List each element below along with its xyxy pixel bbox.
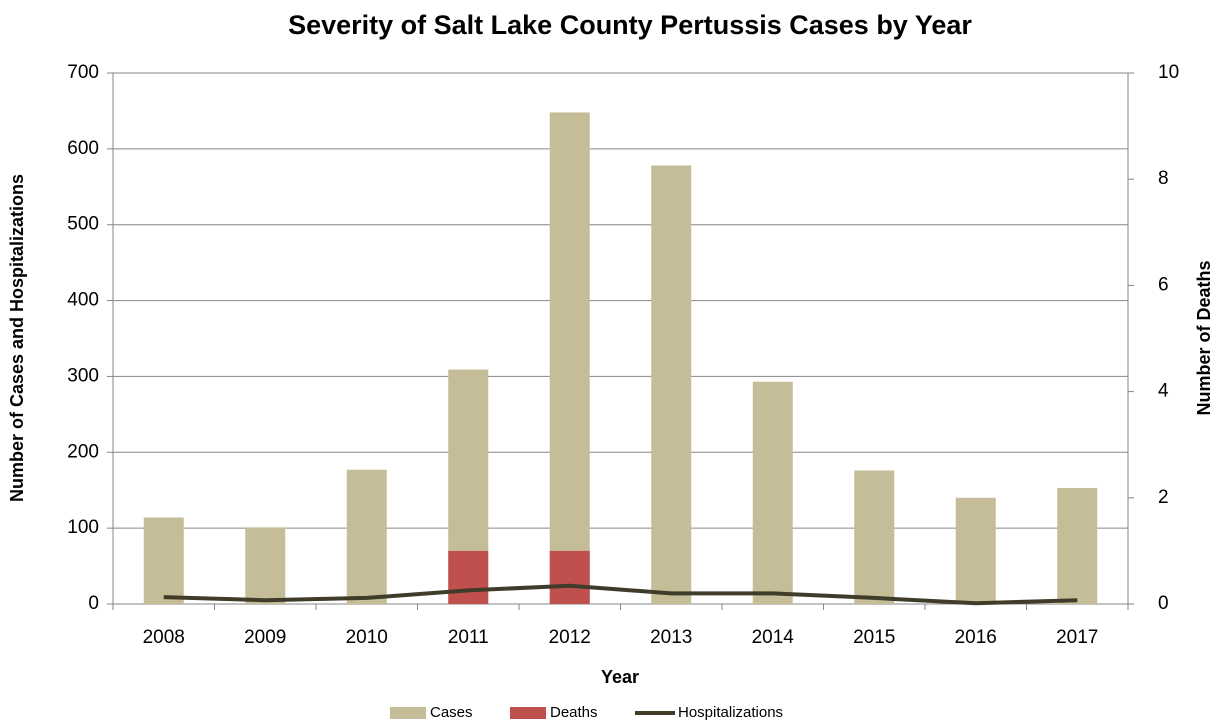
y2-axis-title: Number of Deaths <box>1194 260 1214 415</box>
y2-tick-label: 6 <box>1158 274 1169 295</box>
y-tick-label: 500 <box>67 214 99 235</box>
legend-label: Deaths <box>550 704 598 721</box>
bar <box>346 469 387 604</box>
legend-label: Cases <box>430 704 473 721</box>
y2-tick-label: 4 <box>1158 381 1169 402</box>
y-tick-label: 400 <box>67 290 99 311</box>
y2-tick-label: 10 <box>1158 62 1179 83</box>
line <box>163 583 1078 606</box>
x-tick-label: 2016 <box>955 627 997 648</box>
legend-label: Hospitalizations <box>678 704 783 721</box>
x-tick-label: 2009 <box>244 627 286 648</box>
y-tick-label: 100 <box>67 517 99 538</box>
bar <box>549 112 590 605</box>
x-tick-label: 2013 <box>650 627 692 648</box>
bar <box>245 527 286 604</box>
x-tick-label: 2014 <box>752 627 795 648</box>
y2-tick-label: 0 <box>1158 593 1169 614</box>
bar <box>448 550 489 604</box>
x-tick-label: 2011 <box>448 627 489 648</box>
y-tick-label: 700 <box>67 62 99 83</box>
bar <box>854 470 895 604</box>
x-tick-label: 2010 <box>346 627 388 648</box>
x-tick-label: 2012 <box>549 627 591 648</box>
y2-tick-label: 2 <box>1158 487 1169 508</box>
y-axis-title: Number of Cases and Hospitalizations <box>7 174 27 502</box>
y-tick-label: 200 <box>67 441 99 462</box>
x-axis-title: Year <box>601 667 639 687</box>
bar <box>143 517 184 604</box>
chart-title: Severity of Salt Lake County Pertussis C… <box>288 10 972 40</box>
y2-tick-label: 8 <box>1158 168 1169 189</box>
y-tick-label: 0 <box>88 593 99 614</box>
y-tick-label: 300 <box>67 365 99 386</box>
legend-swatch <box>510 707 546 719</box>
bar <box>1057 487 1098 604</box>
x-tick-label: 2015 <box>853 627 895 648</box>
x-tick-label: 2017 <box>1056 627 1098 648</box>
legend-swatch <box>390 707 426 719</box>
y-tick-label: 600 <box>67 138 99 159</box>
bar <box>549 550 590 604</box>
bar <box>752 381 793 604</box>
bar <box>955 497 996 604</box>
bar <box>651 165 692 604</box>
x-tick-label: 2008 <box>143 627 185 648</box>
